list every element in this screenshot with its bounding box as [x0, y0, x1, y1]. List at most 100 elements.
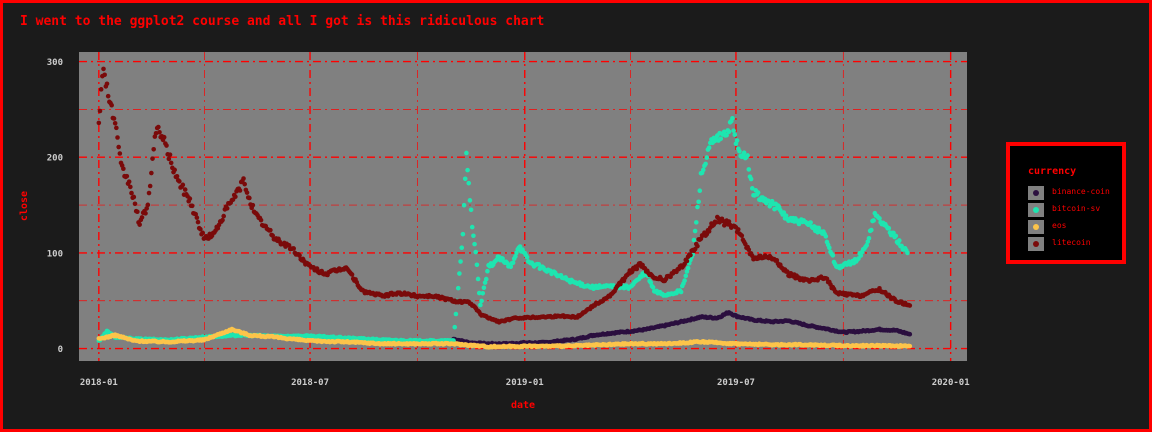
data-point	[482, 280, 488, 285]
data-point	[741, 150, 747, 156]
data-point	[172, 167, 177, 173]
legend-key	[1028, 220, 1044, 234]
data-point	[258, 217, 264, 223]
y-tick-label: 100	[47, 249, 63, 259]
data-point	[693, 220, 699, 225]
data-point	[485, 268, 490, 274]
legend: currency binance-coin bitcoin-sv eos lit…	[1006, 142, 1126, 264]
data-point	[700, 167, 706, 173]
data-point	[746, 247, 752, 253]
data-point	[683, 273, 689, 279]
data-point	[268, 227, 273, 233]
data-point	[745, 153, 750, 158]
y-tick-label: 200	[47, 154, 63, 164]
data-point	[703, 161, 708, 167]
data-point	[145, 202, 151, 208]
data-point	[735, 227, 741, 232]
data-point	[147, 183, 153, 189]
x-tick-label: 2019-07	[717, 378, 755, 388]
data-point	[167, 152, 173, 157]
data-point	[286, 242, 292, 248]
data-point	[897, 238, 902, 243]
legend-dot	[1033, 224, 1039, 230]
data-point	[187, 196, 193, 201]
data-point	[459, 245, 465, 251]
legend-key	[1028, 237, 1044, 251]
data-point	[149, 170, 154, 176]
y-axis-label: close	[19, 191, 30, 221]
data-point	[478, 302, 483, 308]
data-point	[692, 228, 698, 234]
data-point	[96, 120, 102, 126]
data-point	[109, 102, 114, 108]
data-point	[98, 87, 104, 92]
data-point	[461, 202, 467, 208]
data-point	[480, 291, 486, 296]
data-point	[156, 124, 161, 130]
data-point	[474, 262, 480, 268]
data-point	[241, 176, 246, 181]
data-point	[157, 129, 162, 135]
data-point	[695, 204, 700, 210]
data-point	[718, 136, 724, 142]
data-point	[823, 234, 829, 239]
data-point	[479, 298, 484, 304]
data-point	[198, 226, 203, 232]
data-point	[139, 215, 145, 220]
data-points	[96, 66, 913, 350]
data-point	[195, 219, 201, 225]
data-point	[697, 188, 703, 194]
legend-label: binance-coin	[1052, 187, 1110, 196]
data-point	[114, 125, 119, 131]
data-point	[731, 128, 736, 133]
data-point	[467, 198, 473, 203]
legend-dot	[1033, 190, 1039, 196]
data-point	[126, 179, 132, 184]
data-point	[476, 290, 482, 296]
data-point	[724, 132, 729, 138]
data-point	[508, 264, 514, 270]
data-point	[247, 195, 252, 201]
data-point	[755, 190, 761, 195]
data-point	[166, 156, 172, 162]
data-point	[462, 176, 468, 182]
data-point	[168, 160, 174, 166]
data-point	[907, 343, 913, 349]
data-point	[115, 135, 120, 140]
legend-key	[1028, 203, 1044, 217]
data-point	[730, 116, 735, 121]
data-point	[151, 146, 156, 152]
data-point	[706, 229, 712, 234]
data-point	[153, 130, 159, 136]
data-point	[473, 249, 479, 255]
data-point	[704, 155, 710, 160]
data-point	[827, 245, 832, 251]
data-point	[706, 145, 712, 151]
data-point	[684, 258, 690, 264]
data-point	[766, 198, 771, 204]
data-point	[726, 129, 732, 134]
data-point	[481, 285, 487, 290]
data-point	[864, 242, 869, 248]
data-point	[233, 194, 238, 200]
data-point	[650, 285, 656, 290]
legend-title: currency	[1028, 166, 1077, 177]
series-binance-coin	[451, 310, 913, 347]
data-point	[464, 150, 469, 156]
data-point	[808, 220, 813, 225]
data-point	[458, 259, 463, 264]
data-point	[732, 132, 738, 137]
data-point	[739, 233, 745, 238]
data-point	[721, 129, 727, 135]
data-point	[866, 236, 872, 241]
series-litecoin	[96, 66, 913, 325]
data-point	[146, 190, 152, 196]
data-point	[104, 81, 110, 87]
data-point	[135, 209, 140, 215]
data-point	[471, 233, 476, 239]
data-point	[174, 173, 180, 179]
data-point	[475, 276, 481, 282]
data-point	[457, 271, 462, 276]
data-point	[124, 173, 130, 179]
